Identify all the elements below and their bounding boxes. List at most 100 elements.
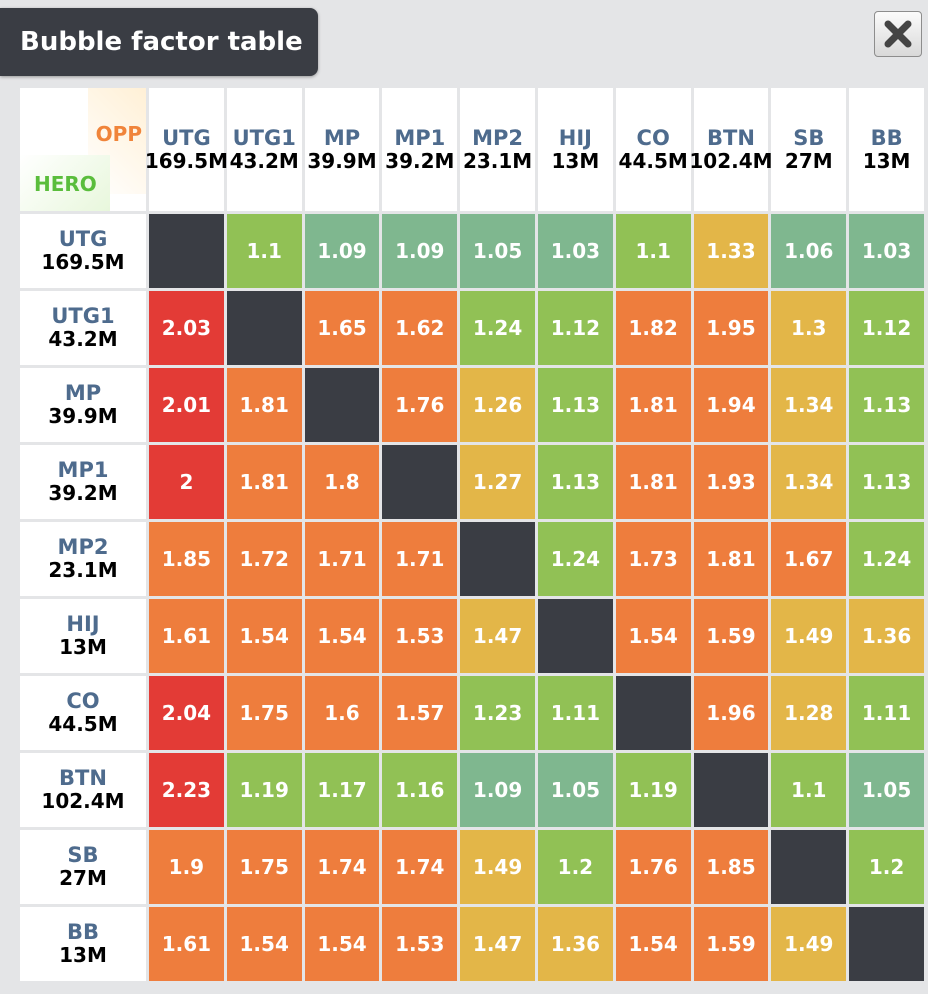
bubble-factor-cell: 1.74 <box>304 829 380 904</box>
row-stack-label: 39.2M <box>48 481 118 506</box>
hero-corner-shade <box>20 155 110 211</box>
row-header-mp1: MP1 39.2M <box>20 444 146 519</box>
row-stack-label: 39.9M <box>48 404 118 429</box>
bubble-factor-cell: 1.28 <box>771 675 847 750</box>
row-stack-label: 13M <box>59 943 107 968</box>
bubble-factor-cell: 1.74 <box>382 829 458 904</box>
bubble-factor-cell <box>849 906 924 981</box>
column-position-label: HIJ <box>558 126 592 150</box>
dialog-title: Bubble factor table <box>0 8 318 76</box>
bubble-factor-cell: 1.49 <box>771 906 847 981</box>
column-header-hij: HIJ 13M <box>537 88 613 211</box>
bubble-factor-cell <box>615 675 691 750</box>
row-header-co: CO 44.5M <box>20 675 146 750</box>
row-position-label: UTG1 <box>51 304 115 329</box>
bubble-factor-cell: 1.33 <box>693 213 769 288</box>
column-stack-label: 102.4M <box>689 149 773 174</box>
bubble-factor-cell: 1.2 <box>537 829 613 904</box>
row-stack-label: 169.5M <box>41 250 125 275</box>
bubble-factor-cell: 1.62 <box>382 290 458 365</box>
column-position-label: MP1 <box>394 126 446 150</box>
column-stack-label: 39.2M <box>385 149 455 174</box>
bubble-factor-cell: 1.54 <box>226 906 302 981</box>
column-position-label: SB <box>793 126 825 150</box>
bubble-factor-cell: 1.76 <box>615 829 691 904</box>
bubble-factor-cell: 1.12 <box>537 290 613 365</box>
bubble-factor-cell: 1.61 <box>149 598 224 673</box>
bubble-factor-cell: 1.47 <box>460 598 535 673</box>
bubble-factor-cell: 1.54 <box>226 598 302 673</box>
bubble-factor-cell: 1.54 <box>615 598 691 673</box>
row-position-label: MP <box>64 381 102 406</box>
row-header-mp2: MP2 23.1M <box>20 521 146 596</box>
column-header-utg1: UTG1 43.2M <box>226 88 302 211</box>
column-header-btn: BTN 102.4M <box>689 88 773 211</box>
table-corner: OPP HERO <box>20 88 146 211</box>
bubble-factor-cell: 1.61 <box>149 906 224 981</box>
column-stack-label: 39.9M <box>307 149 377 174</box>
column-position-label: MP2 <box>472 126 524 150</box>
row-stack-label: 23.1M <box>48 558 118 583</box>
bubble-factor-cell: 1.03 <box>537 213 613 288</box>
column-stack-label: 169.5M <box>144 149 228 174</box>
column-stack-label: 13M <box>862 149 911 174</box>
bubble-factor-cell: 1.53 <box>382 598 458 673</box>
bubble-factor-cell: 2 <box>149 444 224 519</box>
bubble-factor-cell: 1.8 <box>304 444 380 519</box>
bubble-factor-cell: 1.09 <box>304 213 380 288</box>
bubble-factor-cell: 1.06 <box>771 213 847 288</box>
bubble-factor-cell: 1.11 <box>849 675 924 750</box>
row-position-label: MP2 <box>57 535 109 560</box>
column-stack-label: 23.1M <box>462 149 533 174</box>
bubble-factor-cell: 1.19 <box>615 752 691 827</box>
bubble-factor-cell: 2.03 <box>149 290 224 365</box>
column-header-mp1: MP1 39.2M <box>382 88 458 211</box>
bubble-factor-cell: 1.24 <box>849 521 924 596</box>
bubble-factor-cell: 2.23 <box>149 752 224 827</box>
bubble-factor-cell: 1.24 <box>537 521 613 596</box>
column-stack-label: 27M <box>784 149 833 174</box>
bubble-factor-cell: 1.27 <box>460 444 535 519</box>
bubble-factor-cell: 1.73 <box>615 521 691 596</box>
column-position-label: UTG1 <box>232 126 296 150</box>
bubble-factor-cell <box>226 290 302 365</box>
bubble-factor-cell: 1.95 <box>693 290 769 365</box>
column-position-label: BB <box>870 126 903 150</box>
row-position-label: SB <box>67 843 99 868</box>
bubble-factor-cell: 1.59 <box>693 906 769 981</box>
bubble-factor-cell <box>382 444 458 519</box>
bubble-factor-cell <box>771 829 847 904</box>
row-stack-label: 102.4M <box>41 789 125 814</box>
bubble-factor-cell: 1.75 <box>226 829 302 904</box>
bubble-factor-cell: 1.57 <box>382 675 458 750</box>
bubble-factor-cell: 1.53 <box>382 906 458 981</box>
column-stack-label: 43.2M <box>229 149 299 174</box>
bubble-factor-cell: 1.09 <box>382 213 458 288</box>
bubble-factor-cell: 1.71 <box>304 521 380 596</box>
column-stack-label: 44.5M <box>618 149 688 174</box>
bubble-factor-cell: 1.65 <box>304 290 380 365</box>
bubble-factor-cell: 1.47 <box>460 906 535 981</box>
bubble-factor-cell: 1.34 <box>771 444 847 519</box>
bubble-factor-cell: 1.81 <box>226 367 302 442</box>
column-header-mp2: MP2 23.1M <box>460 88 535 211</box>
bubble-factor-cell: 1.3 <box>771 290 847 365</box>
bubble-factor-cell: 1.17 <box>304 752 380 827</box>
bubble-factor-cell: 1.03 <box>849 213 924 288</box>
bubble-factor-cell: 2.01 <box>149 367 224 442</box>
close-button[interactable] <box>874 11 922 57</box>
bubble-factor-cell: 1.13 <box>849 367 924 442</box>
row-stack-label: 27M <box>59 866 107 891</box>
bubble-factor-cell <box>693 752 769 827</box>
column-position-label: MP <box>323 126 361 150</box>
bubble-factor-cell: 1.26 <box>460 367 535 442</box>
bubble-factor-cell: 1.94 <box>693 367 769 442</box>
bubble-factor-cell: 1.54 <box>304 598 380 673</box>
bubble-factor-grid: OPP HERO UTG 169.5M UTG1 43.2M MP 39.9M MP1 39.… <box>20 88 924 981</box>
bubble-factor-cell: 1.36 <box>537 906 613 981</box>
row-header-bb: BB 13M <box>20 906 146 981</box>
row-position-label: UTG <box>58 227 108 252</box>
bubble-factor-cell: 1.2 <box>849 829 924 904</box>
bubble-factor-cell <box>460 521 535 596</box>
column-header-co: CO 44.5M <box>615 88 691 211</box>
